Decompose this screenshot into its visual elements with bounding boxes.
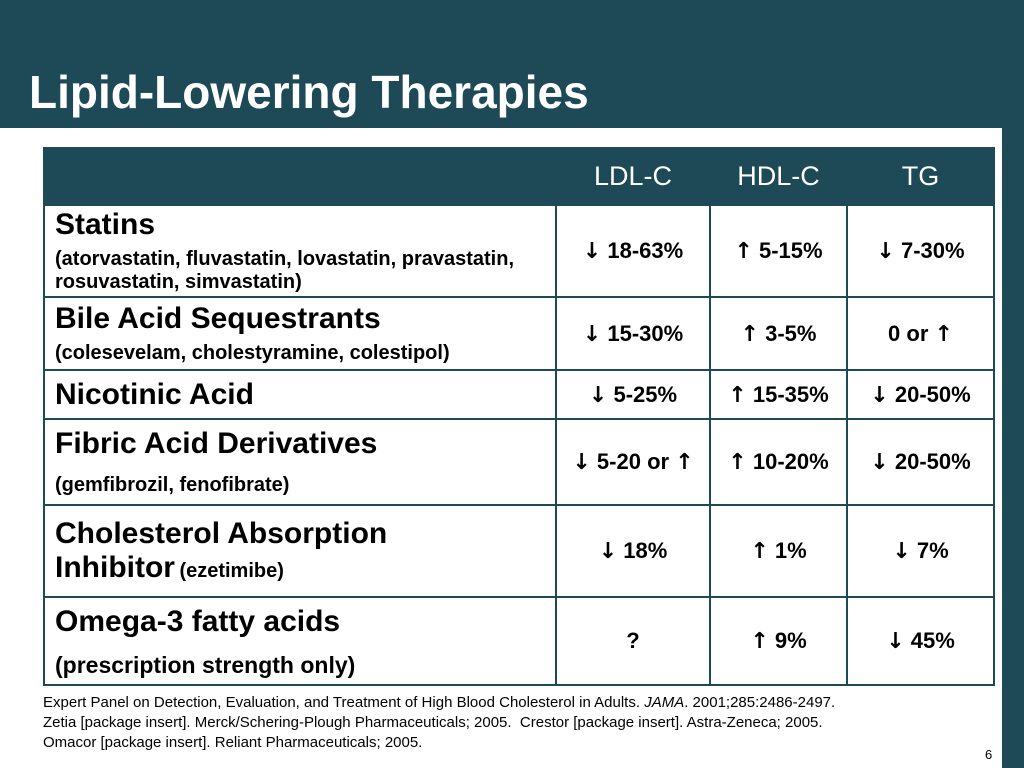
- therapy-name: Inhibitor: [55, 551, 175, 584]
- reference-text: Expert Panel on Detection, Evaluation, a…: [43, 694, 645, 711]
- table-row: Cholesterol Absorption Inhibitor (ezetim…: [43, 504, 995, 598]
- hdl-value-cell: ↑ 15-35%: [709, 369, 848, 420]
- ldl-value-cell: ↓ 5-20 or ↑: [555, 418, 711, 506]
- tg-value: 7%: [916, 538, 949, 563]
- up-arrow-icon: ↑: [740, 321, 759, 347]
- page-number: 6: [985, 747, 993, 762]
- ldl-value-cell: ↓ 15-30%: [555, 296, 711, 371]
- down-arrow-icon: ↓: [598, 539, 618, 564]
- therapy-name: Statins: [55, 208, 156, 241]
- therapy-name: Bile Acid Sequestrants: [55, 302, 381, 335]
- table-row: Bile Acid Sequestrants (colesevelam, cho…: [43, 296, 995, 371]
- hdl-value-cell: ↑ 10-20%: [709, 418, 848, 506]
- down-arrow-icon: ↓: [870, 450, 889, 475]
- tg-value-cell: ↓ 20-50%: [846, 369, 995, 420]
- tg-value-cell: ↓ 45%: [846, 596, 995, 686]
- hdl-value: 3-5%: [765, 320, 817, 346]
- up-arrow-icon: ↑: [750, 629, 769, 654]
- up-arrow-icon: ↑: [675, 450, 694, 475]
- down-arrow-icon: ↓: [892, 539, 911, 564]
- down-arrow-icon: ↓: [582, 321, 602, 347]
- references: Expert Panel on Detection, Evaluation, a…: [43, 693, 993, 753]
- table-header-row: LDL-C HDL-C TG: [43, 147, 995, 206]
- hdl-value: 5-15%: [758, 238, 823, 263]
- tg-value-cell: 0 or ↑: [846, 296, 995, 371]
- up-arrow-icon: ↑: [934, 321, 953, 347]
- down-arrow-icon: ↓: [588, 382, 608, 408]
- ldl-value-cell: ↓ 18%: [555, 504, 711, 598]
- therapy-cell: Omega-3 fatty acids (prescription streng…: [43, 596, 557, 686]
- down-arrow-icon: ↓: [582, 239, 602, 264]
- slide-title: Lipid-Lowering Therapies: [29, 66, 589, 118]
- right-accent-stripe: [1002, 128, 1024, 768]
- table-row: Nicotinic Acid ↓ 5-25% ↑ 15-35% ↓ 20-50%: [43, 369, 995, 420]
- header-ldl-c: LDL-C: [555, 147, 711, 206]
- header-therapy: [43, 147, 557, 206]
- therapy-name: Cholesterol Absorption: [55, 517, 388, 550]
- tg-value: 20-50%: [894, 449, 971, 474]
- journal-name: JAMA: [644, 694, 685, 711]
- table-row: Statins (atorvastatin, fluvastatin, lova…: [43, 204, 995, 298]
- up-arrow-icon: ↑: [728, 382, 747, 408]
- reference-line: Expert Panel on Detection, Evaluation, a…: [43, 693, 993, 713]
- therapy-examples: (gemfibrozil, fenofibrate): [55, 474, 290, 496]
- therapy-cell: Bile Acid Sequestrants (colesevelam, cho…: [43, 296, 557, 371]
- hdl-value: 15-35%: [752, 381, 829, 407]
- reference-line: Zetia [package insert]. Merck/Schering-P…: [43, 714, 823, 731]
- therapy-cell: Nicotinic Acid: [43, 369, 557, 420]
- therapy-name: Fibric Acid Derivatives: [55, 427, 378, 460]
- header-tg: TG: [846, 147, 995, 206]
- reference-text: . 2001;285:2486-2497.: [684, 694, 836, 711]
- therapy-name: Nicotinic Acid: [55, 377, 254, 411]
- therapy-cell: Fibric Acid Derivatives (gemfibrozil, fe…: [43, 418, 557, 506]
- therapy-cell: Cholesterol Absorption Inhibitor (ezetim…: [43, 504, 557, 598]
- therapy-name: Omega-3 fatty acids: [55, 604, 341, 638]
- tg-value-cell: ↓ 7%: [846, 504, 995, 598]
- hdl-value: 10-20%: [752, 449, 829, 474]
- therapy-examples: (atorvastatin, fluvastatin, lovastatin, …: [55, 248, 515, 293]
- hdl-value: 9%: [774, 628, 807, 653]
- ldl-value-cell: ↓ 18-63%: [555, 204, 711, 298]
- hdl-value-cell: ↑ 3-5%: [709, 296, 848, 371]
- lipid-therapies-table: LDL-C HDL-C TG Statins (atorvastatin, fl…: [43, 147, 995, 686]
- hdl-value: 1%: [774, 538, 807, 563]
- hdl-value-cell: ↑ 9%: [709, 596, 848, 686]
- down-arrow-icon: ↓: [870, 382, 889, 408]
- therapy-examples: (colesevelam, cholestyramine, colestipol…: [55, 342, 450, 364]
- up-arrow-icon: ↑: [728, 450, 747, 475]
- hdl-value-cell: ↑ 5-15%: [709, 204, 848, 298]
- table-row: Fibric Acid Derivatives (gemfibrozil, fe…: [43, 418, 995, 506]
- ldl-value-cell: ?: [555, 596, 711, 686]
- ldl-value: ?: [626, 628, 640, 653]
- ldl-value: 5-25%: [613, 381, 678, 407]
- reference-line: Omacor [package insert]. Reliant Pharmac…: [43, 734, 423, 751]
- tg-value-cell: ↓ 20-50%: [846, 418, 995, 506]
- ldl-value: 15-30%: [607, 320, 684, 346]
- down-arrow-icon: ↓: [572, 450, 591, 475]
- ldl-value: 5-20 or: [596, 449, 670, 474]
- header-hdl-c: HDL-C: [709, 147, 848, 206]
- ldl-value: 18%: [623, 538, 668, 563]
- therapy-cell: Statins (atorvastatin, fluvastatin, lova…: [43, 204, 557, 298]
- tg-value: 0 or: [888, 320, 929, 346]
- tg-value: 45%: [910, 628, 955, 653]
- therapy-examples: (prescription strength only): [55, 651, 356, 678]
- up-arrow-icon: ↑: [750, 539, 769, 564]
- up-arrow-icon: ↑: [734, 239, 753, 264]
- tg-value: 20-50%: [894, 381, 971, 407]
- title-band: [0, 0, 1024, 128]
- down-arrow-icon: ↓: [886, 629, 905, 654]
- therapy-examples: (ezetimibe): [179, 560, 284, 582]
- ldl-value: 18-63%: [607, 238, 684, 263]
- table-row: Omega-3 fatty acids (prescription streng…: [43, 596, 995, 686]
- down-arrow-icon: ↓: [876, 239, 895, 264]
- tg-value-cell: ↓ 7-30%: [846, 204, 995, 298]
- therapy-name-line2: Inhibitor (ezetimibe): [55, 551, 545, 585]
- tg-value: 7-30%: [900, 238, 965, 263]
- ldl-value-cell: ↓ 5-25%: [555, 369, 711, 420]
- hdl-value-cell: ↑ 1%: [709, 504, 848, 598]
